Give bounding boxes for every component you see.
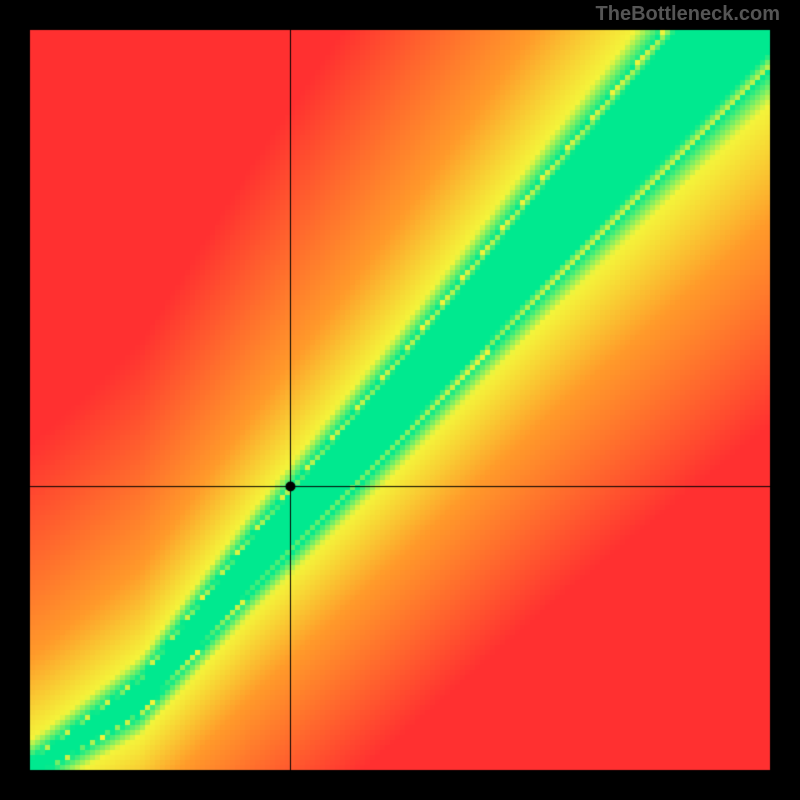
attribution-text: TheBottleneck.com: [596, 3, 780, 26]
chart-container: TheBottleneck.com: [0, 0, 800, 800]
heatmap-canvas: [0, 0, 800, 800]
